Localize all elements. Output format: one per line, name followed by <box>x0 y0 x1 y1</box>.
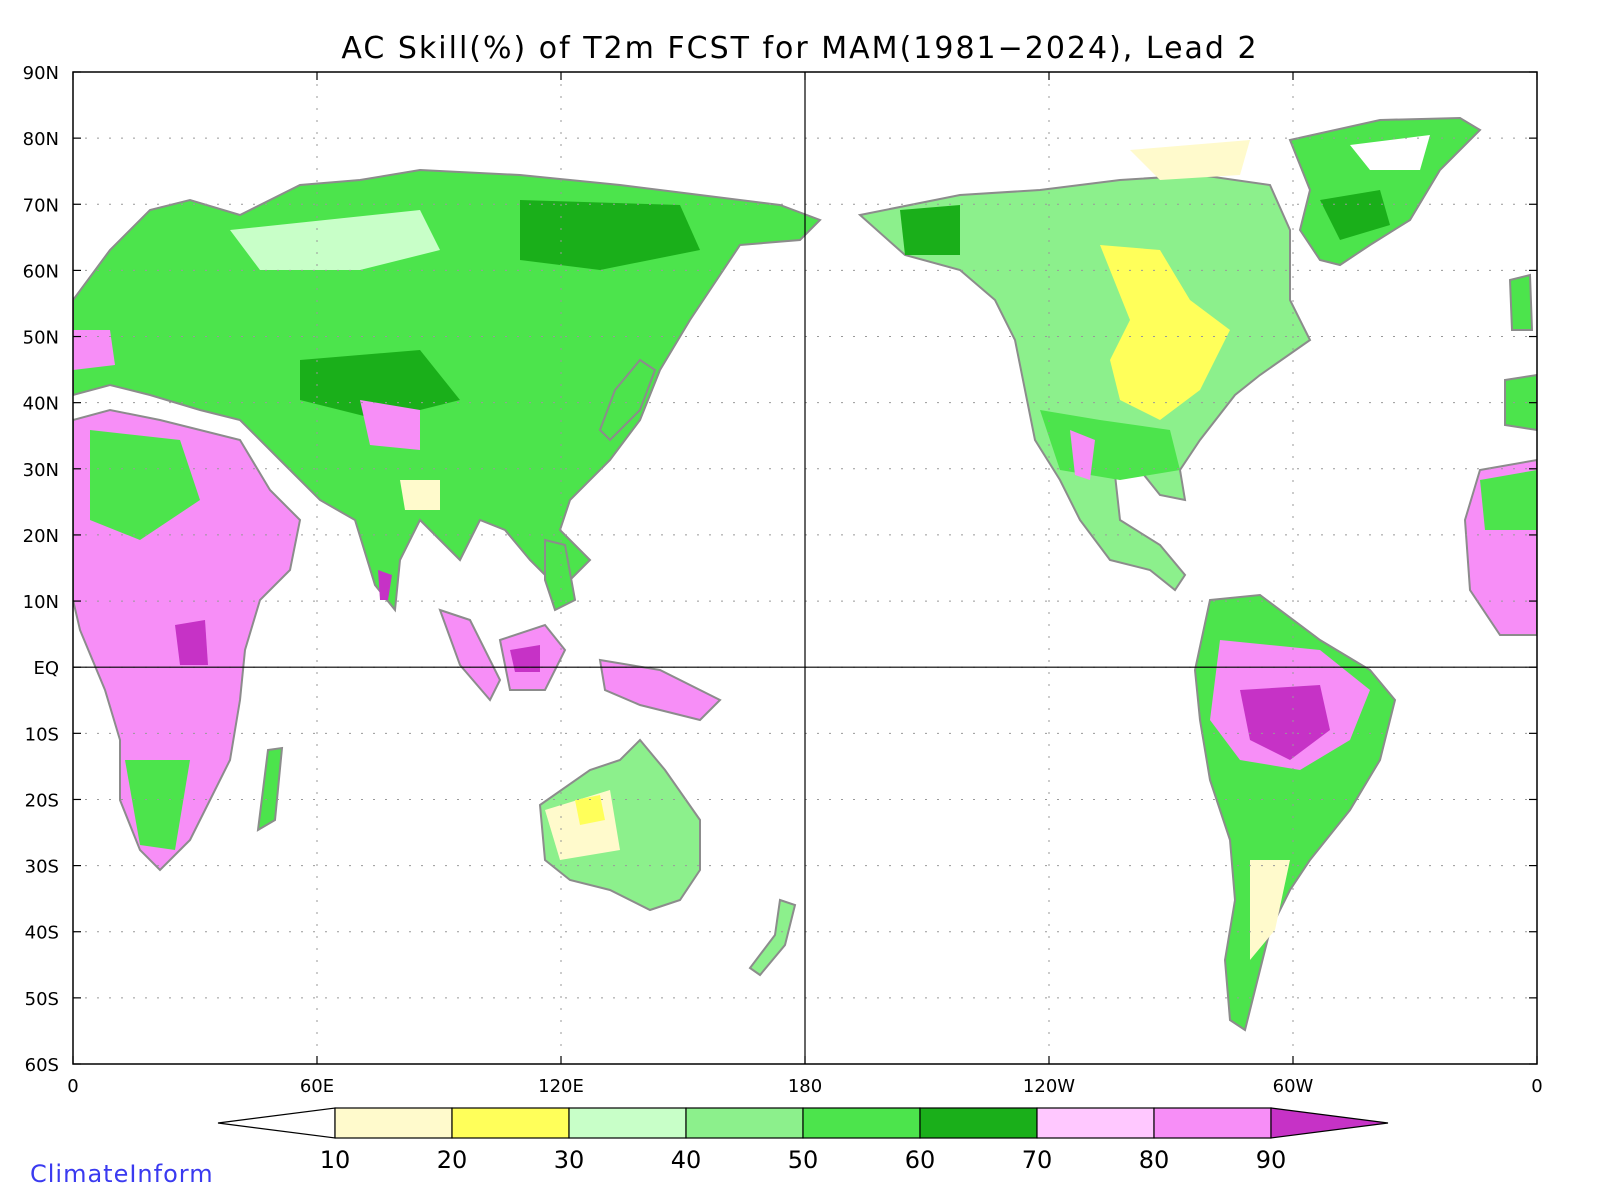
colorbar-segment <box>568 1107 687 1139</box>
lon-tick-label: 120E <box>538 1076 584 1097</box>
na-patch-pink <box>1070 430 1095 480</box>
land-australia <box>538 738 701 912</box>
lon-tick-label: 60E <box>300 1076 334 1097</box>
colorbar-segment <box>451 1107 570 1139</box>
latitude-axis: 90N 80N 70N 60N 50N 40N 30N 20N 10N EQ 10S 20S 30S 40… <box>23 63 1537 1076</box>
land-madagascar <box>256 746 284 832</box>
lat-tick-label: 70N <box>23 195 59 216</box>
lat-tick-label: 50N <box>23 328 59 349</box>
lon-tick-label: 0 <box>67 1076 78 1097</box>
land-iberia-right <box>1504 373 1537 432</box>
colorbar-label: 90 <box>1256 1146 1287 1174</box>
land-sumatra <box>438 608 502 702</box>
lon-tick-label: 120W <box>1023 1076 1075 1097</box>
land-new-guinea <box>598 658 722 722</box>
colorbar-segment <box>1153 1107 1272 1139</box>
lat-tick-label: 40S <box>25 923 59 944</box>
colorbar-label: 70 <box>1022 1146 1053 1174</box>
longitude-axis: 0 60E 120E 180 120W 60W 0 <box>67 72 1543 1097</box>
colorbar-low-triangle <box>217 1107 336 1139</box>
land-philippines <box>544 538 577 612</box>
lat-tick-label: 20N <box>23 526 59 547</box>
eurasia-patch-pink <box>360 400 420 450</box>
lat-tick-label: 30N <box>23 460 59 481</box>
africa-patch-green2 <box>125 760 190 850</box>
colorbar-label: 60 <box>905 1146 936 1174</box>
lat-tick-label: 40N <box>23 394 59 415</box>
europe-patch-pink <box>73 330 115 370</box>
colorbar-label: 50 <box>788 1146 819 1174</box>
land-new-zealand <box>748 898 797 977</box>
na-patch-dark <box>900 205 960 255</box>
colorbar-segment <box>1036 1107 1155 1139</box>
map-title: AC Skill(%) of T2m FCST for MAM(1981−202… <box>341 31 1258 66</box>
colorbar-label: 30 <box>554 1146 585 1174</box>
eurasia-patch-yellow <box>400 480 440 510</box>
lat-tick-label: 30S <box>25 857 59 878</box>
colorbar-segment <box>919 1107 1038 1139</box>
lon-tick-label: 0 <box>1531 1076 1542 1097</box>
borneo-core <box>510 645 540 672</box>
africa-patch-magenta <box>175 620 208 665</box>
colorbar-segment <box>334 1107 453 1139</box>
watermark: ClimateInform <box>30 1160 214 1188</box>
colorbar-label: 20 <box>437 1146 468 1174</box>
colorbar-label: 10 <box>320 1146 351 1174</box>
land-masses <box>73 116 1537 1032</box>
colorbar-label: 40 <box>671 1146 702 1174</box>
australia-patch-yellow2 <box>575 795 605 825</box>
na-patch-yellow <box>1100 245 1230 420</box>
colorbar-segment <box>802 1107 921 1139</box>
map-plot-area: 90N 80N 70N 60N 50N 40N 30N 20N 10N EQ 10S 20S 30S 40… <box>23 63 1543 1097</box>
africa-patch-green <box>90 430 200 540</box>
lat-tick-label: 10S <box>25 724 59 745</box>
lat-tick-label: 50S <box>25 989 59 1010</box>
eurasia-patch-light <box>230 210 440 270</box>
greenland-patch-white <box>1350 135 1430 170</box>
lat-tick-label: 60N <box>23 261 59 282</box>
lat-tick-label: 90N <box>23 63 59 84</box>
na-patch-lightyellow <box>1130 140 1250 180</box>
lat-tick-label: 80N <box>23 129 59 150</box>
india-tip-magenta <box>378 570 392 600</box>
sa-patch-yellow <box>1250 860 1290 960</box>
land-uk-right <box>1508 273 1534 331</box>
colorbar-segment <box>685 1107 804 1139</box>
reference-lines <box>73 72 1537 1064</box>
lon-tick-label: 180 <box>788 1076 822 1097</box>
lat-tick-label: 60S <box>25 1055 59 1076</box>
lon-tick-label: 60W <box>1273 1076 1314 1097</box>
colorbar: 10 20 30 40 50 60 70 80 90 <box>217 1107 1389 1174</box>
lat-tick-label: EQ <box>33 658 59 679</box>
lat-tick-label: 20S <box>25 790 59 811</box>
colorbar-high-triangle <box>1270 1107 1389 1139</box>
greenland-patch-dark <box>1320 190 1390 240</box>
lat-tick-label: 10N <box>23 592 59 613</box>
sa-patch-magenta <box>1240 685 1330 760</box>
eurasia-patch-dark2 <box>300 350 460 420</box>
colorbar-label: 80 <box>1139 1146 1170 1174</box>
land-japan <box>598 358 657 442</box>
west-africa-right-green <box>1480 470 1537 530</box>
eurasia-patch-dark <box>520 200 700 270</box>
